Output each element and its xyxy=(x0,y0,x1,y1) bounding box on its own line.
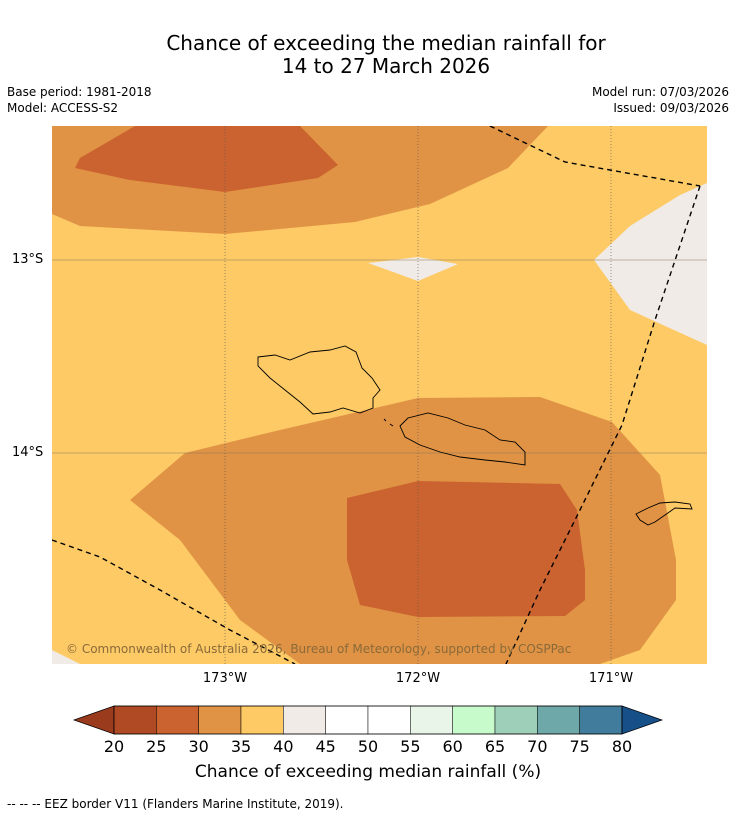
band-40-45-southwest xyxy=(52,650,80,664)
colorbar-segment xyxy=(156,705,199,735)
colorbar-segment xyxy=(240,705,284,735)
colorbar-segment xyxy=(494,705,538,735)
colorbar-under-arrow xyxy=(72,705,115,735)
colorbar-tick-label: 20 xyxy=(103,737,125,756)
colorbar xyxy=(72,705,664,735)
eez-east xyxy=(505,185,701,664)
model-name: Model: ACCESS-S2 xyxy=(7,101,119,115)
issued-date: Issued: 09/03/2026 xyxy=(613,101,729,115)
lat-label-13s: 13°S xyxy=(12,252,44,267)
colorbar-tick-label: 80 xyxy=(611,737,633,756)
colorbar-segment xyxy=(537,705,580,735)
colorbar-segment xyxy=(367,705,411,735)
lon-label-171w: 171°W xyxy=(588,671,634,686)
colorbar-tick-label: 35 xyxy=(230,737,252,756)
colorbar-tick-label: 75 xyxy=(569,737,590,756)
colorbar-segment xyxy=(325,705,369,735)
colorbar-segment xyxy=(579,705,623,735)
map-title: Chance of exceeding the median rainfall … xyxy=(0,32,736,78)
colorbar-segment xyxy=(452,705,496,735)
eez-north xyxy=(489,126,701,187)
colorbar-tick-label: 50 xyxy=(357,737,379,756)
colorbar-tick-label: 45 xyxy=(315,737,336,756)
colorbar-tick-label: 40 xyxy=(273,737,294,756)
colorbar-tick-label: 25 xyxy=(146,737,167,756)
colorbar-tick-label: 65 xyxy=(484,737,506,756)
colorbar-label: Chance of exceeding median rainfall (%) xyxy=(194,762,542,782)
apolima-manono-islets xyxy=(383,418,394,427)
title-line-1: Chance of exceeding the median rainfall … xyxy=(166,31,606,55)
copyright-notice: © Commonwealth of Australia 2026, Bureau… xyxy=(66,642,572,656)
colorbar-frame xyxy=(113,705,623,735)
colorbar-tick-label: 70 xyxy=(527,737,548,756)
savaii-island xyxy=(257,345,381,415)
meta-right: Model run: 07/03/2026 Issued: 09/03/2026 xyxy=(592,84,729,116)
colorbar-tick-label: 60 xyxy=(442,737,463,756)
colorbar-tick-label: 30 xyxy=(188,737,209,756)
tutuila-island xyxy=(635,501,693,526)
colorbar-segment xyxy=(410,705,453,735)
lon-label-173w: 173°W xyxy=(202,671,248,686)
band-25-30-south xyxy=(347,481,585,617)
eez-borders xyxy=(52,126,701,664)
coastlines xyxy=(257,345,693,526)
colorbar-segment xyxy=(283,705,326,735)
colorbar-segments xyxy=(113,705,623,735)
meta-left: Base period: 1981-2018 Model: ACCESS-S2 xyxy=(7,84,152,116)
band-40-45-east xyxy=(594,183,707,345)
base-period: Base period: 1981-2018 xyxy=(7,85,152,99)
title-line-2: 14 to 27 March 2026 xyxy=(281,54,491,78)
lat-label-14s: 14°S xyxy=(12,445,44,460)
colorbar-segment xyxy=(113,705,157,735)
upolu-island xyxy=(399,412,526,466)
parallels xyxy=(52,259,707,454)
band-25-30-north xyxy=(75,126,338,192)
lon-label-172w: 172°W xyxy=(395,671,441,686)
map-area xyxy=(52,126,707,664)
eez-legend: -- -- -- EEZ border V11 (Flanders Marine… xyxy=(7,797,344,811)
band-40-45-centre xyxy=(368,257,458,281)
model-run: Model run: 07/03/2026 xyxy=(591,85,729,99)
colorbar-tick-label: 55 xyxy=(400,737,421,756)
colorbar-over-arrow xyxy=(621,705,664,735)
eez-southwest xyxy=(52,539,296,664)
colorbar-segment xyxy=(198,705,242,735)
